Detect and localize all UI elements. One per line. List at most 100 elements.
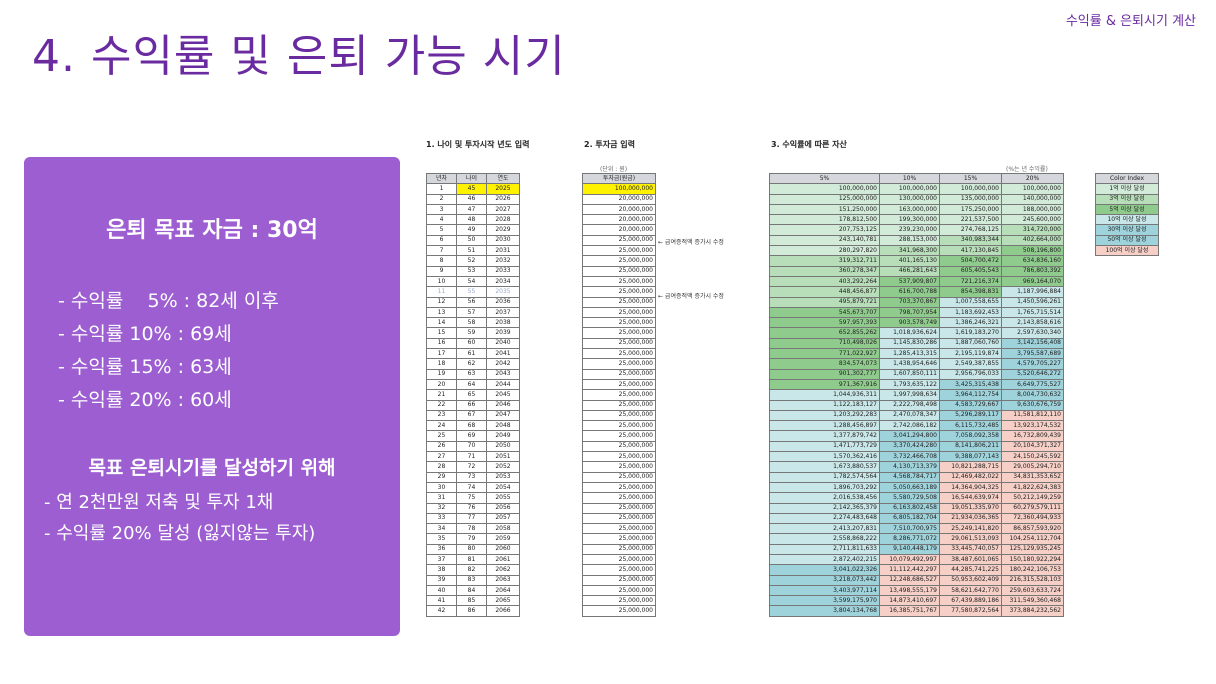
year-number-cell: 27: [426, 451, 457, 463]
age-cell: 78: [456, 523, 487, 535]
asset-cell: 1,887,060,760: [939, 337, 1002, 350]
asset-cell: 504,700,472: [939, 255, 1002, 267]
table-row: 24 68 2048: [426, 420, 520, 432]
asset-cell: 1,782,574,564: [769, 471, 880, 483]
asset-cell: 1,450,596,261: [1001, 296, 1064, 308]
asset-cell: 5,580,729,508: [879, 492, 940, 504]
table-row: 3,599,175,970 14,873,410,697 67,439,889,18…: [769, 595, 1064, 607]
asset-cell: 216,315,528,103: [1001, 574, 1064, 586]
table-row: 3 47 2027: [426, 203, 520, 216]
investment-cell: 25,000,000: [582, 306, 656, 319]
rate-item: - 수익률 15% : 63세: [58, 356, 232, 378]
legend-row: 5억 이상 달성: [1095, 203, 1159, 216]
year-cell: 2054: [486, 481, 520, 494]
year-cell: 2032: [486, 255, 520, 267]
table-row: 25,000,000: [582, 399, 656, 411]
table-row: 1,044,936,311 1,997,998,634 3,964,112,754 8…: [769, 389, 1064, 401]
age-header-year: 연도: [486, 172, 520, 185]
asset-cell: 2,143,858,616: [1001, 317, 1064, 329]
asset-cell: 13,498,555,179: [879, 584, 940, 597]
asset-cell: 14,873,410,697: [879, 595, 940, 607]
age-cell: 70: [456, 440, 487, 453]
asset-cell: 178,812,500: [769, 214, 880, 226]
table-row: 25,000,000: [582, 543, 656, 555]
asset-cell: 150,180,922,294: [1001, 553, 1064, 566]
asset-cell: 5,050,663,189: [879, 481, 940, 494]
year-number-cell: 15: [426, 327, 457, 339]
age-cell: 47: [456, 203, 487, 216]
table-row: 25,000,000: [582, 420, 656, 432]
table-row: 3,403,977,114 13,498,555,179 58,621,642,77…: [769, 584, 1064, 597]
table-row: 39 83 2063: [426, 574, 520, 586]
asset-cell: 373,884,232,562: [1001, 605, 1064, 617]
year-number-cell: 11: [426, 286, 457, 298]
asset-cell: 495,879,721: [769, 296, 880, 308]
asset-cell: 8,004,730,632: [1001, 389, 1064, 401]
year-cell: 2027: [486, 203, 520, 216]
asset-cell: 3,041,294,800: [879, 430, 940, 442]
asset-cell: 340,983,344: [939, 234, 1002, 247]
asset-cell: 2,597,630,340: [1001, 327, 1064, 339]
section-title-assets: 3. 수익률에 따른 자산: [771, 140, 847, 149]
investment-cell: 25,000,000: [582, 461, 656, 473]
asset-cell: 259,603,633,724: [1001, 584, 1064, 597]
age-cell: 53: [456, 265, 487, 277]
year-number-cell: 13: [426, 306, 457, 319]
asset-cell: 710,498,026: [769, 337, 880, 350]
table-row: 243,140,781 288,153,000 340,983,344 402,664…: [769, 234, 1064, 247]
table-row: 25,000,000: [582, 255, 656, 267]
age-cell: 84: [456, 584, 487, 597]
asset-cell: 60,279,579,111: [1001, 502, 1064, 514]
table-row: 25,000,000: [582, 533, 656, 545]
year-cell: 2053: [486, 471, 520, 483]
investment-cell: 25,000,000: [582, 481, 656, 494]
asset-cell: 5,520,646,272: [1001, 368, 1064, 380]
table-row: 32 76 2056: [426, 502, 520, 514]
legend-row: 50억 이상 달성: [1095, 234, 1159, 247]
investment-cell: 25,000,000: [582, 265, 656, 277]
asset-cell: 29,005,294,710: [1001, 461, 1064, 473]
asset-cell: 239,230,000: [879, 224, 940, 236]
asset-cell: 798,707,954: [879, 306, 940, 319]
rate-list: - 수익률 5% : 82세 이후 - 수익률 10% : 69세 - 수익률 …: [58, 285, 279, 417]
year-number-cell: 17: [426, 348, 457, 360]
table-row: 25,000,000: [582, 553, 656, 566]
table-row: 178,812,500 199,300,000 221,537,500 245,600…: [769, 214, 1064, 226]
table-row: 25,000,000: [582, 430, 656, 442]
table-row: 2,142,365,379 6,163,802,458 19,051,335,970…: [769, 502, 1064, 514]
asset-cell: 1,386,246,321: [939, 317, 1002, 329]
table-row: 25,000,000: [582, 234, 656, 247]
age-cell: 54: [456, 275, 487, 288]
year-cell: 2048: [486, 420, 520, 432]
asset-header-15: 15%: [939, 172, 1002, 185]
asset-table: 5% 10% 15% 20% 100,000,000 100,000,000 100…: [769, 172, 1064, 617]
age-header-year-no: 년차: [426, 172, 457, 185]
year-number-cell: 7: [426, 245, 457, 257]
rate-item: - 수익률 5% : 82세 이후: [58, 290, 279, 312]
asset-cell: 2,222,798,498: [879, 399, 940, 411]
table-row: 20,000,000: [582, 193, 656, 205]
investment-cell: 25,000,000: [582, 564, 656, 576]
age-cell: 80: [456, 543, 487, 555]
retirement-goal: 은퇴 목표 자금 : 30억: [106, 218, 318, 243]
age-cell: 45: [456, 183, 487, 195]
table-row: 3,041,022,326 11,112,442,297 44,285,741,22…: [769, 564, 1064, 576]
asset-cell: 175,250,000: [939, 203, 1002, 216]
investment-cell: 25,000,000: [582, 584, 656, 597]
plan-item: - 수익률 20% 달성 (잃지않는 투자): [44, 523, 316, 544]
age-cell: 67: [456, 409, 487, 422]
table-row: 16 60 2040: [426, 337, 520, 350]
year-number-cell: 19: [426, 368, 457, 380]
asset-cell: 1,438,954,646: [879, 358, 940, 370]
table-row: 20 64 2044: [426, 378, 520, 391]
asset-cell: 77,580,872,564: [939, 605, 1002, 617]
age-cell: 52: [456, 255, 487, 267]
asset-cell: 11,581,812,110: [1001, 409, 1064, 422]
table-row: 971,367,916 1,793,635,122 3,425,315,438 6,6…: [769, 378, 1064, 391]
asset-cell: 1,896,703,292: [769, 481, 880, 494]
table-row: 31 75 2055: [426, 492, 520, 504]
table-row: 29 73 2053: [426, 471, 520, 483]
legend-row: 30억 이상 달성: [1095, 224, 1159, 236]
asset-cell: 1,145,830,286: [879, 337, 940, 350]
asset-cell: 2,413,207,831: [769, 523, 880, 535]
